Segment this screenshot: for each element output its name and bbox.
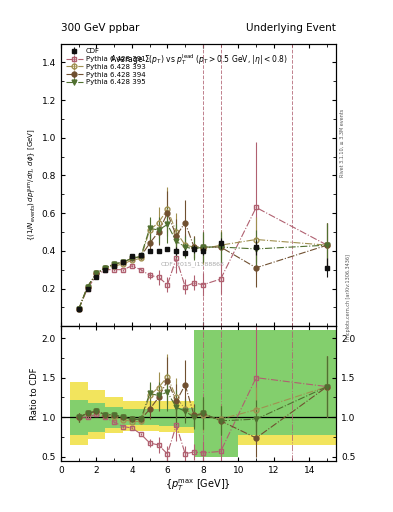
Bar [88, 390, 105, 439]
Bar [212, 330, 239, 457]
Legend: CDF, Pythia 6.428 391, Pythia 6.428 393, Pythia 6.428 394, Pythia 6.428 395: CDF, Pythia 6.428 391, Pythia 6.428 393,… [64, 47, 147, 87]
Bar [176, 401, 194, 433]
Bar [158, 401, 176, 432]
Text: mcplots.cern.ch [arXiv:1306.3436]: mcplots.cern.ch [arXiv:1306.3436] [347, 254, 351, 339]
Text: Underlying Event: Underlying Event [246, 23, 336, 33]
Text: 300 GeV ppbar: 300 GeV ppbar [61, 23, 139, 33]
Bar [88, 403, 105, 432]
Bar [239, 330, 283, 445]
Text: CDF_2015_I1388868: CDF_2015_I1388868 [161, 261, 225, 267]
Bar [105, 397, 123, 433]
Bar [123, 401, 141, 431]
Bar [194, 330, 212, 457]
Bar [212, 330, 239, 457]
Y-axis label: $\{(1/N_\mathrm{events})\,dp_T^\mathrm{sum}/d\eta,\,d\phi\}$ [GeV]: $\{(1/N_\mathrm{events})\,dp_T^\mathrm{s… [27, 129, 39, 241]
Bar [194, 330, 212, 457]
Bar [70, 400, 88, 435]
Bar [158, 409, 176, 426]
Y-axis label: Ratio to CDF: Ratio to CDF [30, 367, 39, 420]
Bar [123, 409, 141, 425]
Bar [105, 407, 123, 428]
Bar [141, 401, 158, 431]
Text: Average $\Sigma(p_T)$ vs $p_T^\mathrm{lead}$ ($p_T > 0.5$ GeV, $|\eta| < 0.8$): Average $\Sigma(p_T)$ vs $p_T^\mathrm{le… [110, 52, 287, 67]
Text: Rivet 3.1.10, ≥ 3.3M events: Rivet 3.1.10, ≥ 3.3M events [340, 109, 345, 178]
Bar [239, 330, 283, 435]
X-axis label: $\{p_T^\mathrm{max}$ [GeV]$\}$: $\{p_T^\mathrm{max}$ [GeV]$\}$ [165, 477, 231, 493]
Bar [283, 330, 336, 445]
Bar [176, 408, 194, 427]
Bar [283, 330, 336, 435]
Bar [70, 381, 88, 445]
Bar [141, 409, 158, 425]
